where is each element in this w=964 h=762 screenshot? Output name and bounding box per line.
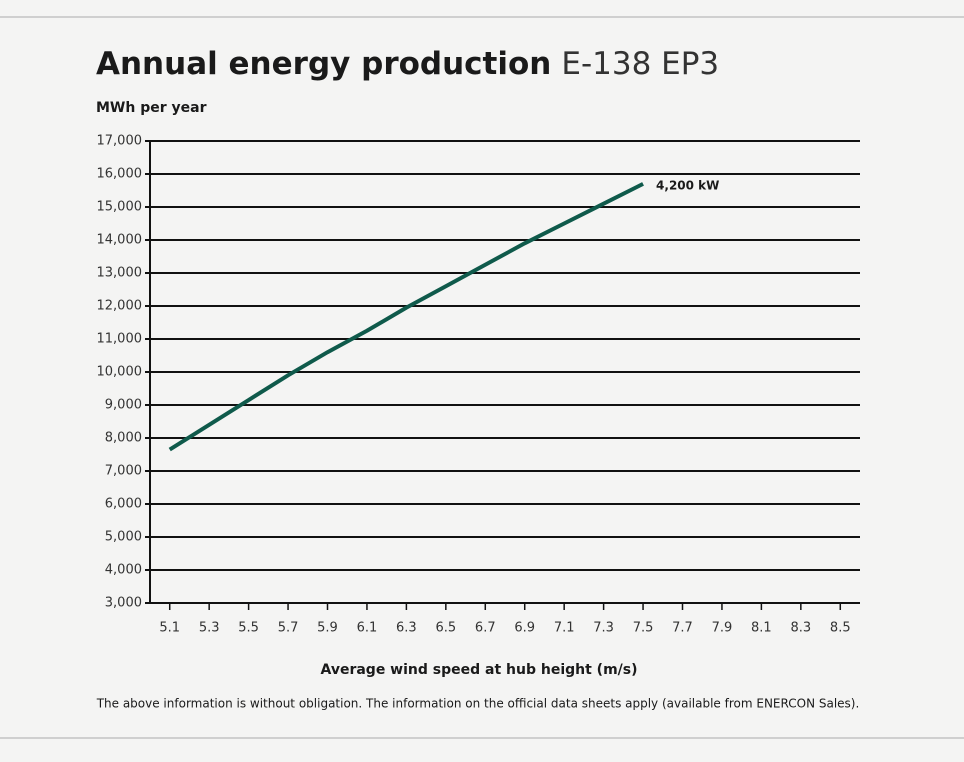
y-tick-label: 9,000 xyxy=(105,398,142,413)
x-tick-label: 8.5 xyxy=(830,621,851,636)
line xyxy=(168,182,644,452)
x-tick-label: 6.3 xyxy=(396,621,417,636)
x-tick-label: 5.1 xyxy=(159,621,180,636)
x-tick-label: 7.7 xyxy=(672,621,693,636)
y-tick-label: 10,000 xyxy=(97,365,143,380)
x-tick-label: 7.3 xyxy=(593,621,614,636)
footnote: The above information is without obligat… xyxy=(96,697,860,711)
y-tick-label: 8,000 xyxy=(105,431,142,446)
y-tick-label: 7,000 xyxy=(105,464,142,479)
x-tick-label: 6.1 xyxy=(357,621,378,636)
x-tick-label: 6.5 xyxy=(435,621,456,636)
y-tick-label: 5,000 xyxy=(105,530,142,545)
x-tick-label: 5.5 xyxy=(238,621,259,636)
chart-title-group: Annual energy production E-138 EP3 xyxy=(96,46,719,82)
y-tick-label: 15,000 xyxy=(97,200,143,215)
y-tick-label: 6,000 xyxy=(105,497,142,512)
y-tick-label: 17,000 xyxy=(97,134,143,149)
y-tick-label: 3,000 xyxy=(105,596,142,611)
y-tick-label: 16,000 xyxy=(97,167,143,182)
y-tick-label: 11,000 xyxy=(97,332,143,347)
x-tick-label: 7.9 xyxy=(712,621,733,636)
y-tick-label: 12,000 xyxy=(97,299,143,314)
x-tick-label: 6.7 xyxy=(475,621,496,636)
x-tick-label: 7.5 xyxy=(633,621,654,636)
x-tick-label: 8.1 xyxy=(751,621,772,636)
y-tick-label: 13,000 xyxy=(97,266,143,281)
x-tick-label: 7.1 xyxy=(554,621,575,636)
y-tick-label: 14,000 xyxy=(97,233,143,248)
x-axis-label: Average wind speed at hub height (m/s) xyxy=(320,662,637,678)
x-tick-label: 5.7 xyxy=(278,621,299,636)
x-tick-label: 8.3 xyxy=(790,621,811,636)
chart-title: Annual energy production xyxy=(96,46,551,82)
x-tick-label: 6.9 xyxy=(514,621,535,636)
x-tick-label: 5.3 xyxy=(199,621,220,636)
x-tick-label: 5.9 xyxy=(317,621,338,636)
y-axis-label: MWh per year xyxy=(96,100,207,116)
y-tick-label: 4,000 xyxy=(105,563,142,578)
chart-subtitle: E-138 EP3 xyxy=(561,46,719,82)
series-label: 4,200 kW xyxy=(656,178,719,192)
